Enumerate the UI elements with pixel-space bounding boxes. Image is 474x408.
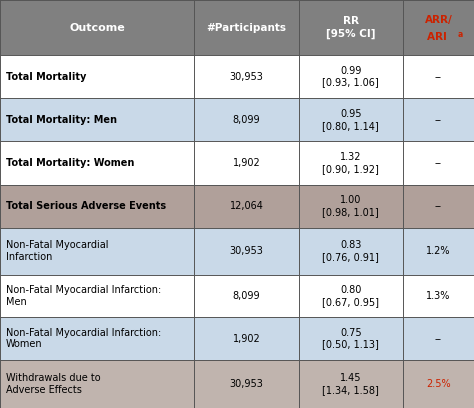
- Text: Total Mortality: Men: Total Mortality: Men: [6, 115, 117, 125]
- Text: --: --: [435, 334, 442, 344]
- Bar: [0, 317, 474, 360]
- Text: Total Mortality: Women: Total Mortality: Women: [6, 158, 134, 168]
- Text: ARI: ARI: [427, 31, 450, 42]
- Text: 1.00
[0.98, 1.01]: 1.00 [0.98, 1.01]: [322, 195, 379, 217]
- Text: 1,902: 1,902: [233, 158, 260, 168]
- Bar: [0, 360, 474, 408]
- Text: 1.2%: 1.2%: [426, 246, 451, 256]
- Text: RR
[95% CI]: RR [95% CI]: [326, 16, 375, 39]
- Bar: [0, 184, 474, 228]
- Text: ARR/: ARR/: [425, 15, 452, 25]
- Text: Total Serious Adverse Events: Total Serious Adverse Events: [6, 201, 166, 211]
- Text: Non-Fatal Myocardial
Infarction: Non-Fatal Myocardial Infarction: [6, 240, 108, 262]
- Text: --: --: [435, 72, 442, 82]
- Text: 2.5%: 2.5%: [426, 379, 451, 389]
- Text: Non-Fatal Myocardial Infarction:
Men: Non-Fatal Myocardial Infarction: Men: [6, 285, 161, 307]
- Text: Total Mortality: Total Mortality: [6, 72, 86, 82]
- Text: Withdrawals due to
Adverse Effects: Withdrawals due to Adverse Effects: [6, 373, 100, 395]
- Text: --: --: [435, 201, 442, 211]
- Text: 0.95
[0.80, 1.14]: 0.95 [0.80, 1.14]: [322, 109, 379, 131]
- Text: 30,953: 30,953: [229, 246, 264, 256]
- Bar: [0, 142, 474, 184]
- Bar: [0, 98, 474, 142]
- Text: 0.80
[0.67, 0.95]: 0.80 [0.67, 0.95]: [322, 285, 379, 307]
- Text: 30,953: 30,953: [229, 379, 264, 389]
- Text: 12,064: 12,064: [229, 201, 264, 211]
- Text: 1.45
[1.34, 1.58]: 1.45 [1.34, 1.58]: [322, 373, 379, 395]
- Text: 0.99
[0.93, 1.06]: 0.99 [0.93, 1.06]: [322, 66, 379, 87]
- Text: 8,099: 8,099: [233, 291, 260, 301]
- Bar: [0, 228, 474, 275]
- Text: --: --: [435, 115, 442, 125]
- Text: Non-Fatal Myocardial Infarction:
Women: Non-Fatal Myocardial Infarction: Women: [6, 328, 161, 350]
- Bar: [0, 0, 474, 55]
- Text: Outcome: Outcome: [69, 22, 125, 33]
- Text: 1.32
[0.90, 1.92]: 1.32 [0.90, 1.92]: [322, 152, 379, 174]
- Text: #Participants: #Participants: [207, 22, 286, 33]
- Bar: [0, 55, 474, 98]
- Text: 0.75
[0.50, 1.13]: 0.75 [0.50, 1.13]: [322, 328, 379, 350]
- Text: 0.83
[0.76, 0.91]: 0.83 [0.76, 0.91]: [322, 240, 379, 262]
- Bar: [0, 275, 474, 317]
- Text: a: a: [457, 29, 463, 39]
- Text: 1.3%: 1.3%: [426, 291, 451, 301]
- Text: --: --: [435, 158, 442, 168]
- Text: 8,099: 8,099: [233, 115, 260, 125]
- Text: 1,902: 1,902: [233, 334, 260, 344]
- Text: 30,953: 30,953: [229, 72, 264, 82]
